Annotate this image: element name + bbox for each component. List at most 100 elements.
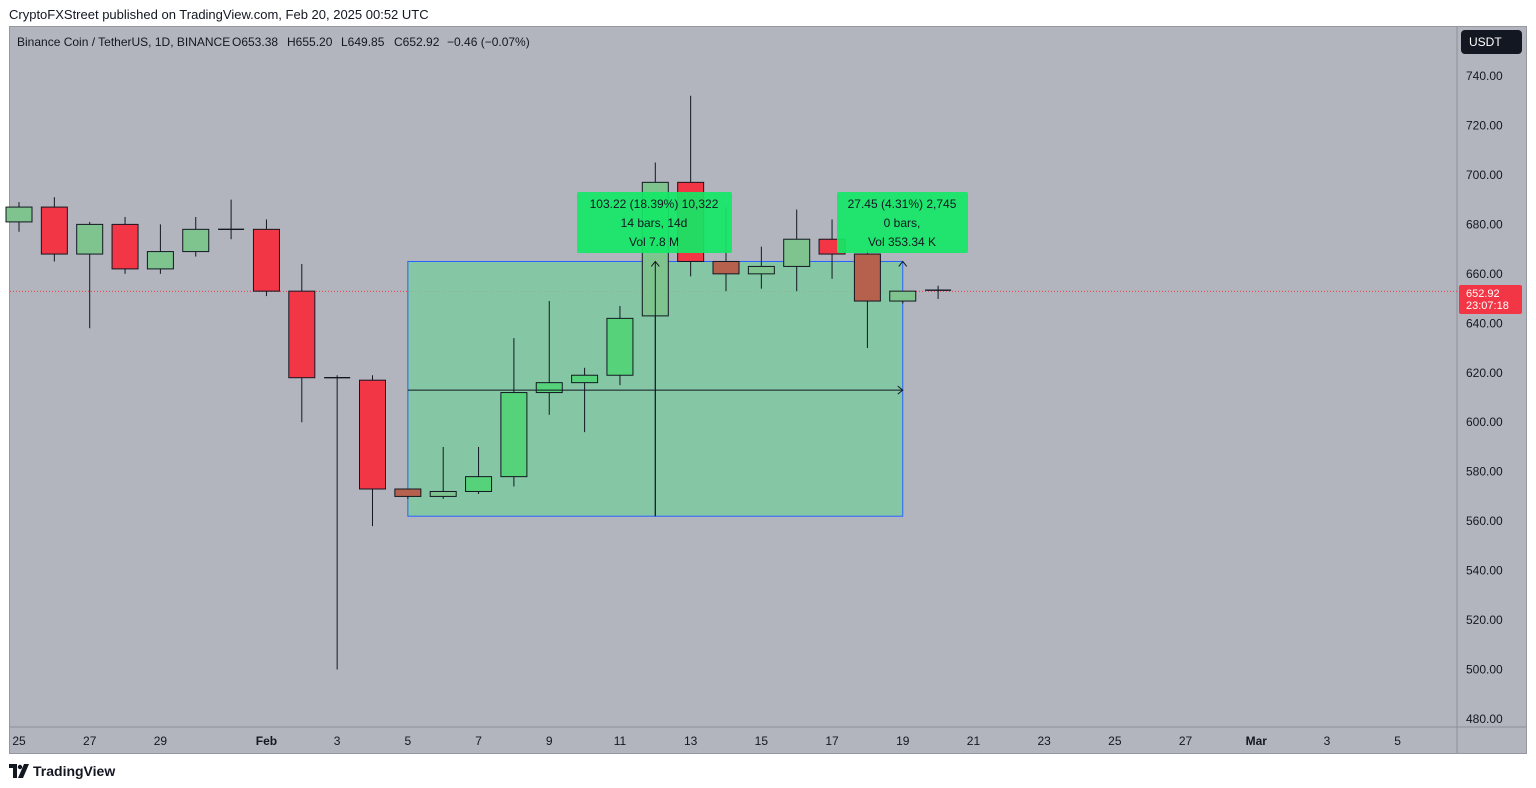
candle-body: [571, 374, 599, 384]
range-stats-line-1: 103.22 (18.39%) 10,322: [590, 197, 719, 211]
x-tick-label: 9: [546, 734, 553, 748]
time-axis-background: [10, 727, 1526, 753]
x-tick-label: 17: [825, 734, 839, 748]
last-price-label-bg: [1459, 285, 1522, 314]
price-axis-background: [1457, 27, 1526, 727]
currency-button-label[interactable]: USDT: [1469, 35, 1502, 49]
currency-button[interactable]: USDT: [1461, 30, 1522, 54]
candle-body: [465, 476, 493, 492]
measure-stats-line-3: Vol 353.34 K: [868, 235, 936, 249]
x-tick-label: Feb: [256, 734, 277, 748]
candle-body: [252, 228, 280, 292]
candle: [500, 338, 528, 487]
x-tick-label: 19: [896, 734, 910, 748]
candle-body: [535, 382, 563, 394]
y-tick-label: 660.00: [1466, 267, 1503, 281]
currency-button-bg[interactable]: [1461, 30, 1522, 54]
candle: [925, 285, 952, 299]
range-stats-bg: [577, 192, 732, 253]
publish-info: CryptoFXStreet published on TradingView.…: [9, 7, 429, 22]
candle: [218, 199, 245, 240]
candle: [252, 219, 280, 297]
overlay: [407, 260, 908, 517]
candle: [853, 249, 881, 349]
last-price-countdown: 23:07:18: [1466, 300, 1509, 312]
legend-close: C652.92: [394, 35, 440, 49]
last-price-value: 652.92: [1466, 288, 1500, 300]
chart-frame: [9, 26, 1527, 754]
candle: [394, 488, 422, 499]
x-axis-ticks: 25 27 29 Feb 3 5 7 9 11 13 15 17 19 21 23 25 27 Mar 3 5: [12, 734, 1401, 748]
y-tick-label: 680.00: [1466, 217, 1503, 231]
y-tick-label: 560.00: [1466, 514, 1503, 528]
y-tick-label: 720.00: [1466, 118, 1503, 132]
candle: [747, 246, 775, 289]
candle-body: [288, 290, 316, 379]
candle-body: [394, 488, 422, 497]
range-stats-box: 103.22 (18.39%) 10,322 14 bars, 14d Vol …: [577, 192, 732, 253]
x-tick-label: 3: [1324, 734, 1331, 748]
candle-body: [182, 228, 210, 253]
x-tick-label: 29: [154, 734, 168, 748]
x-tick-label: 13: [684, 734, 698, 748]
x-tick-label: 7: [475, 734, 482, 748]
candle-body: [783, 238, 811, 267]
candle-body: [853, 253, 881, 302]
last-price-label: 652.92 23:07:18: [1459, 285, 1522, 314]
candle-body: [146, 251, 174, 270]
candle: [146, 224, 174, 274]
range-up-arrow: [650, 260, 660, 267]
legend-high: H655.20: [287, 35, 333, 49]
candle: [535, 301, 563, 415]
footer-brand-name: TradingView: [33, 763, 116, 779]
x-tick-label: 15: [755, 734, 769, 748]
measure-up-arrow: [898, 260, 908, 267]
measure-stats-line-2: 0 bars,: [884, 216, 921, 230]
footer-brand[interactable]: TradingView: [9, 763, 115, 779]
range-stats-line-2: 14 bars, 14d: [621, 216, 688, 230]
candle: [40, 197, 68, 262]
y-tick-label: 600.00: [1466, 415, 1503, 429]
x-tick-label: 5: [405, 734, 412, 748]
candle: [76, 221, 104, 329]
candle-body: [889, 290, 917, 302]
measure-stats-box: 27.45 (4.31%) 2,745 0 bars, Vol 353.34 K: [837, 192, 968, 253]
measure-stats-line-1: 27.45 (4.31%) 2,745: [848, 197, 957, 211]
y-tick-label: 700.00: [1466, 168, 1503, 182]
candle-body: [500, 392, 528, 478]
x-tick-label: 25: [12, 734, 26, 748]
candle-body: [5, 206, 33, 223]
y-tick-label: 640.00: [1466, 316, 1503, 330]
x-tick-label: 23: [1037, 734, 1051, 748]
candle-body: [40, 206, 68, 255]
y-tick-label: 480.00: [1466, 712, 1503, 726]
candle-body: [712, 260, 740, 275]
candle-body: [606, 317, 634, 376]
candle: [889, 290, 917, 304]
x-tick-label: 27: [83, 734, 97, 748]
candle: [783, 209, 811, 292]
candle: [359, 375, 386, 527]
x-tick-label: 25: [1108, 734, 1122, 748]
tradingview-logo-icon: [9, 764, 29, 778]
candle-body: [76, 223, 104, 255]
candle: [429, 446, 457, 499]
y-tick-label: 500.00: [1466, 663, 1503, 677]
candle-body: [359, 379, 386, 490]
y-tick-label: 580.00: [1466, 465, 1503, 479]
y-axis-ticks: 480.00 500.00 520.00 540.00 560.00 580.00 600.…: [1466, 69, 1503, 726]
candle: [182, 216, 210, 257]
x-tick-label: 11: [614, 734, 627, 748]
candle: [465, 446, 493, 494]
candle: [288, 263, 316, 423]
legend-low: L649.85: [341, 35, 385, 49]
y-tick-label: 540.00: [1466, 564, 1503, 578]
candle-body: [111, 223, 139, 270]
candle: [606, 305, 634, 386]
legend-open: O653.38: [232, 35, 278, 49]
candle: [111, 216, 139, 274]
range-stats-line-3: Vol 7.8 M: [629, 235, 679, 249]
candle: [324, 375, 351, 670]
x-tick-label: 3: [334, 734, 341, 748]
